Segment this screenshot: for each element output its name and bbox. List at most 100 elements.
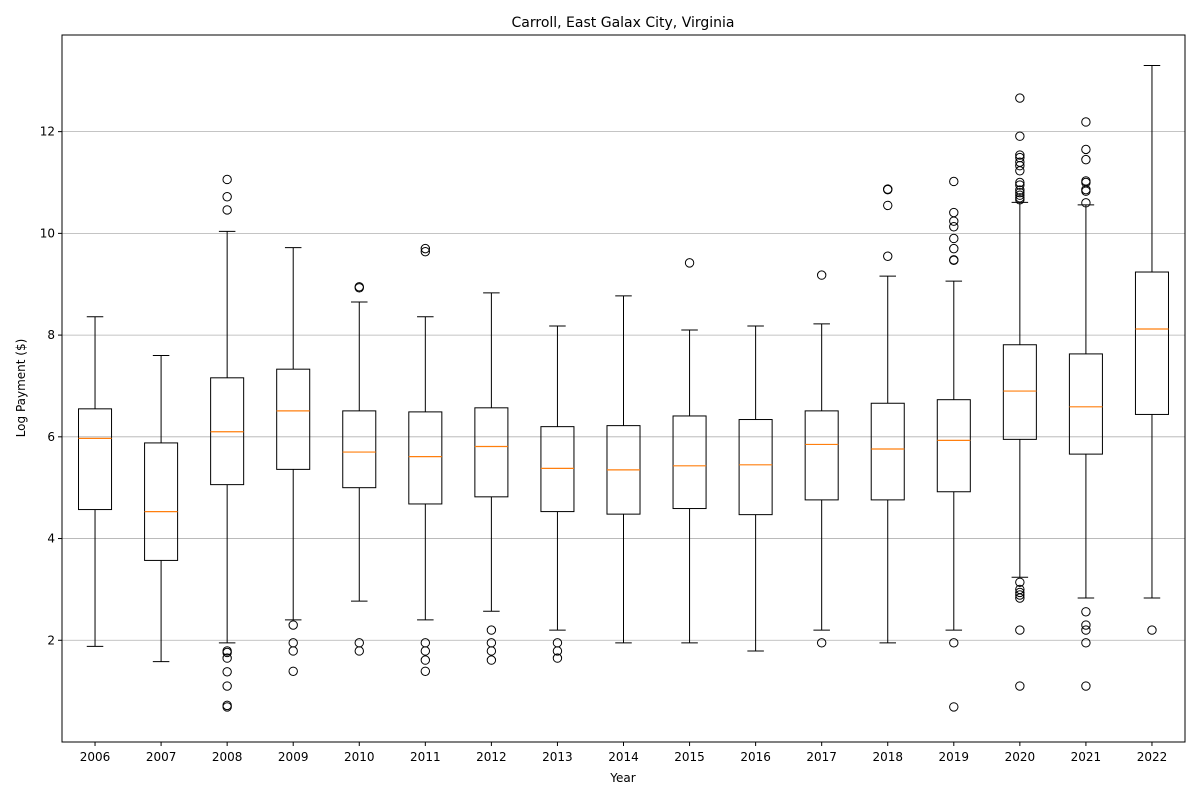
box-2022 xyxy=(1134,65,1169,635)
box-2012 xyxy=(474,292,509,665)
outlier-point xyxy=(1015,587,1025,598)
y-tick-label: 8 xyxy=(47,328,55,342)
outlier-point xyxy=(1081,620,1091,630)
box-rect xyxy=(144,442,179,561)
box-rect xyxy=(738,419,773,516)
outlier-point xyxy=(1015,161,1025,171)
x-tick-label: 2015 xyxy=(674,750,705,764)
box-2018 xyxy=(870,184,905,644)
outlier-point xyxy=(1015,190,1025,200)
outlier-point xyxy=(486,655,497,665)
outlier-point xyxy=(949,243,959,254)
outlier-point xyxy=(1015,577,1025,587)
outlier-point xyxy=(1081,186,1091,196)
box-rect xyxy=(78,408,113,511)
outlier-point xyxy=(1015,187,1025,198)
x-tick-label: 2016 xyxy=(740,750,771,764)
outlier-point xyxy=(949,255,959,266)
outlier-point xyxy=(420,666,431,676)
box-2010 xyxy=(342,282,377,656)
box-rect xyxy=(474,407,509,498)
x-axis-label: Year xyxy=(609,771,635,785)
box-2006 xyxy=(78,316,113,647)
x-axis: 2006 2007 2008 2009 2010 2011 2012 2013 2014 2015… xyxy=(80,742,1167,764)
outlier-point xyxy=(354,283,364,293)
box-rect xyxy=(936,399,971,493)
x-tick-label: 2011 xyxy=(410,750,441,764)
outlier-point xyxy=(816,638,827,648)
box-rect xyxy=(408,411,443,505)
outlier-point xyxy=(684,258,695,268)
box-rect xyxy=(276,368,311,470)
x-tick-label: 2022 xyxy=(1137,750,1168,764)
box-rect xyxy=(870,402,905,501)
outlier-point xyxy=(222,174,232,185)
outlier-point xyxy=(420,246,431,257)
x-tick-label: 2021 xyxy=(1071,750,1102,764)
outlier-point xyxy=(222,205,232,215)
grid-layer xyxy=(62,131,1185,641)
box-2019 xyxy=(936,176,971,712)
outlier-point xyxy=(1081,198,1091,208)
outlier-point xyxy=(1015,93,1025,103)
outlier-point xyxy=(949,233,959,244)
x-tick-label: 2013 xyxy=(542,750,573,764)
outlier-point xyxy=(1081,154,1091,165)
outlier-point xyxy=(949,638,959,648)
outlier-point xyxy=(1081,638,1091,648)
box-rect xyxy=(1068,353,1103,455)
outlier-point xyxy=(1015,166,1025,176)
box-2008 xyxy=(210,174,245,712)
box-rect xyxy=(804,410,839,501)
outlier-point xyxy=(883,184,893,195)
box-2017 xyxy=(804,270,839,648)
outlier-point xyxy=(949,702,959,712)
outlier-point xyxy=(486,625,497,635)
x-tick-label: 2014 xyxy=(608,750,639,764)
x-tick-label: 2008 xyxy=(212,750,243,764)
outlier-point xyxy=(420,655,431,665)
outlier-point xyxy=(949,207,959,218)
box-2011 xyxy=(408,243,443,676)
outlier-point xyxy=(1081,117,1091,127)
outlier-point xyxy=(1015,593,1025,603)
outlier-point xyxy=(1015,195,1025,205)
box-rect xyxy=(672,415,707,510)
box-2016 xyxy=(738,325,773,652)
outlier-point xyxy=(1015,177,1025,188)
outlier-point xyxy=(420,243,431,254)
y-tick-label: 2 xyxy=(47,633,55,647)
outlier-point xyxy=(1015,185,1025,195)
outlier-point xyxy=(222,702,232,712)
x-tick-label: 2020 xyxy=(1005,750,1036,764)
outlier-point xyxy=(1015,681,1025,691)
outlier-point xyxy=(1015,180,1025,190)
outlier-point xyxy=(222,653,232,663)
outlier-point xyxy=(1081,144,1091,155)
outlier-point xyxy=(1147,625,1157,635)
outlier-point xyxy=(1015,590,1025,600)
outlier-point xyxy=(222,192,232,202)
outlier-point xyxy=(288,620,298,630)
x-tick-label: 2006 xyxy=(80,750,111,764)
box-2021 xyxy=(1068,117,1103,691)
outlier-point xyxy=(552,646,563,656)
box-2013 xyxy=(540,325,575,663)
outlier-point xyxy=(222,667,232,677)
outlier-point xyxy=(816,270,827,280)
outlier-point xyxy=(222,647,232,658)
outlier-point xyxy=(420,646,431,656)
outlier-point xyxy=(288,666,298,676)
x-tick-label: 2018 xyxy=(872,750,903,764)
outlier-point xyxy=(222,681,232,691)
x-tick-label: 2017 xyxy=(806,750,837,764)
box-rect xyxy=(1134,271,1169,415)
box-2014 xyxy=(606,295,641,644)
box-2007 xyxy=(144,354,179,663)
outlier-point xyxy=(486,646,497,656)
y-tick-label: 6 xyxy=(47,430,55,444)
outlier-point xyxy=(1015,625,1025,635)
box-rect xyxy=(540,426,575,513)
box-2009 xyxy=(276,247,311,676)
